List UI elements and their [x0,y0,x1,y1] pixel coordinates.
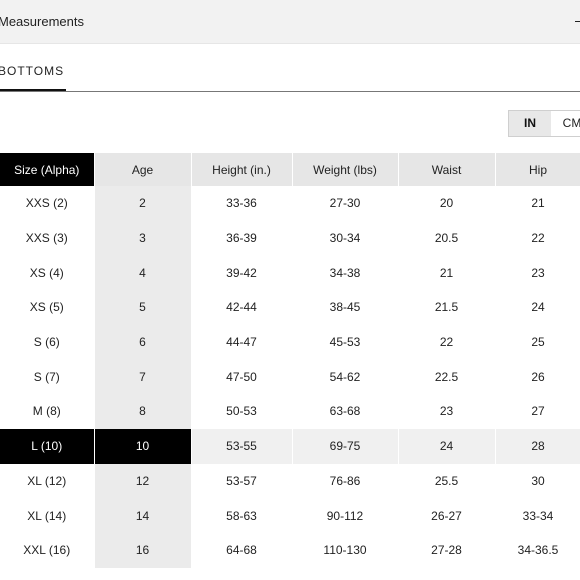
table-cell: 42-44 [191,290,293,325]
tab-bottoms[interactable]: BOTTOMS [0,64,65,78]
table-cell: 14 [94,498,192,533]
table-cell: 58-63 [191,498,293,533]
table-cell: 26 [495,359,580,395]
table-cell: 34-38 [292,255,399,291]
table-cell: 33-34 [495,498,580,533]
table-row: XS (4) 4 39-42 34-38 21 23 [0,255,580,291]
unit-option-in[interactable]: IN [509,111,551,136]
minus-icon[interactable] [575,21,580,22]
table-row: XL (12) 12 53-57 76-86 25.5 30 [0,463,580,499]
active-tab-indicator [0,89,66,91]
table-cell: XXL (16) [0,532,95,568]
table-cell: 4 [94,255,192,291]
table-cell: XS (5) [0,290,95,325]
table-row: XXL (16) 16 64-68 110-130 27-28 34-36.5 [0,532,580,568]
column-header: Hip [495,153,580,186]
table-cell: XL (12) [0,463,95,499]
table-cell: 30-34 [292,220,399,256]
table-cell: 38-45 [292,290,399,325]
table-cell: 90-112 [292,498,399,533]
size-chart-table: Size (Alpha) Age Height (in.) Weight (lb… [0,153,580,568]
table-cell: 110-130 [292,532,399,568]
table-cell: 20.5 [398,220,496,256]
table-cell: 21 [495,186,580,221]
table-cell: 27-30 [292,186,399,221]
measurements-accordion-header[interactable]: Measurements [0,0,580,44]
accordion-title: Measurements [0,14,84,29]
table-cell: 44-47 [191,324,293,360]
table-cell: 53-55 [191,428,293,464]
table-cell: 21.5 [398,290,496,325]
table-cell: 23 [398,394,496,429]
table-cell: 24 [398,428,496,464]
table-cell: 76-86 [292,463,399,499]
table-cell: 22 [398,324,496,360]
table-cell: 12 [94,463,192,499]
column-header: Height (in.) [191,153,293,186]
table-cell: 64-68 [191,532,293,568]
table-cell: 25 [495,324,580,360]
table-cell: 28 [495,428,580,464]
table-cell: 6 [94,324,192,360]
table-cell: S (6) [0,324,95,360]
table-cell: 53-57 [191,463,293,499]
table-cell: XXS (2) [0,186,95,221]
table-cell: 8 [94,394,192,429]
table-cell: 27 [495,394,580,429]
table-cell: 50-53 [191,394,293,429]
table-cell: XS (4) [0,255,95,291]
table-cell: XXS (3) [0,220,95,256]
table-cell: 54-62 [292,359,399,395]
table-cell: 10 [94,428,192,464]
table-cell: 47-50 [191,359,293,395]
table-cell: XL (14) [0,498,95,533]
table-row: XS (5) 5 42-44 38-45 21.5 24 [0,290,580,325]
table-row: M (8) 8 50-53 63-68 23 27 [0,394,580,429]
column-header: Age [94,153,192,186]
table-cell: 3 [94,220,192,256]
table-cell: 22 [495,220,580,256]
table-row: S (7) 7 47-50 54-62 22.5 26 [0,359,580,395]
table-cell: 69-75 [292,428,399,464]
table-cell: 21 [398,255,496,291]
column-header: Weight (lbs) [292,153,399,186]
table-cell: 5 [94,290,192,325]
unit-option-cm[interactable]: CM [551,111,580,136]
table-row: XXS (2) 2 33-36 27-30 20 21 [0,186,580,221]
table-cell: 23 [495,255,580,291]
table-cell: M (8) [0,394,95,429]
table-cell: 22.5 [398,359,496,395]
table-cell: 39-42 [191,255,293,291]
table-cell: 27-28 [398,532,496,568]
table-cell: 2 [94,186,192,221]
table-cell: 34-36.5 [495,532,580,568]
column-header: Size (Alpha) [0,153,95,186]
table-cell: 63-68 [292,394,399,429]
table-row: XL (14) 14 58-63 90-112 26-27 33-34 [0,498,580,533]
table-cell: 30 [495,463,580,499]
table-cell: 20 [398,186,496,221]
tab-bar: BOTTOMS [0,43,580,92]
table-cell: 26-27 [398,498,496,533]
table-cell: S (7) [0,359,95,395]
table-cell: 25.5 [398,463,496,499]
table-cell: 24 [495,290,580,325]
table-row: S (6) 6 44-47 45-53 22 25 [0,324,580,360]
table-cell: 16 [94,532,192,568]
table-row: XXS (3) 3 36-39 30-34 20.5 22 [0,220,580,256]
table-cell: 45-53 [292,324,399,360]
table-header-row: Size (Alpha) Age Height (in.) Weight (lb… [0,153,580,186]
unit-toggle: IN CM [508,110,580,137]
table-cell: 7 [94,359,192,395]
table-cell: 33-36 [191,186,293,221]
table-row: L (10) 10 53-55 69-75 24 28 [0,428,580,464]
table-cell: L (10) [0,428,95,464]
table-cell: 36-39 [191,220,293,256]
column-header: Waist [398,153,496,186]
